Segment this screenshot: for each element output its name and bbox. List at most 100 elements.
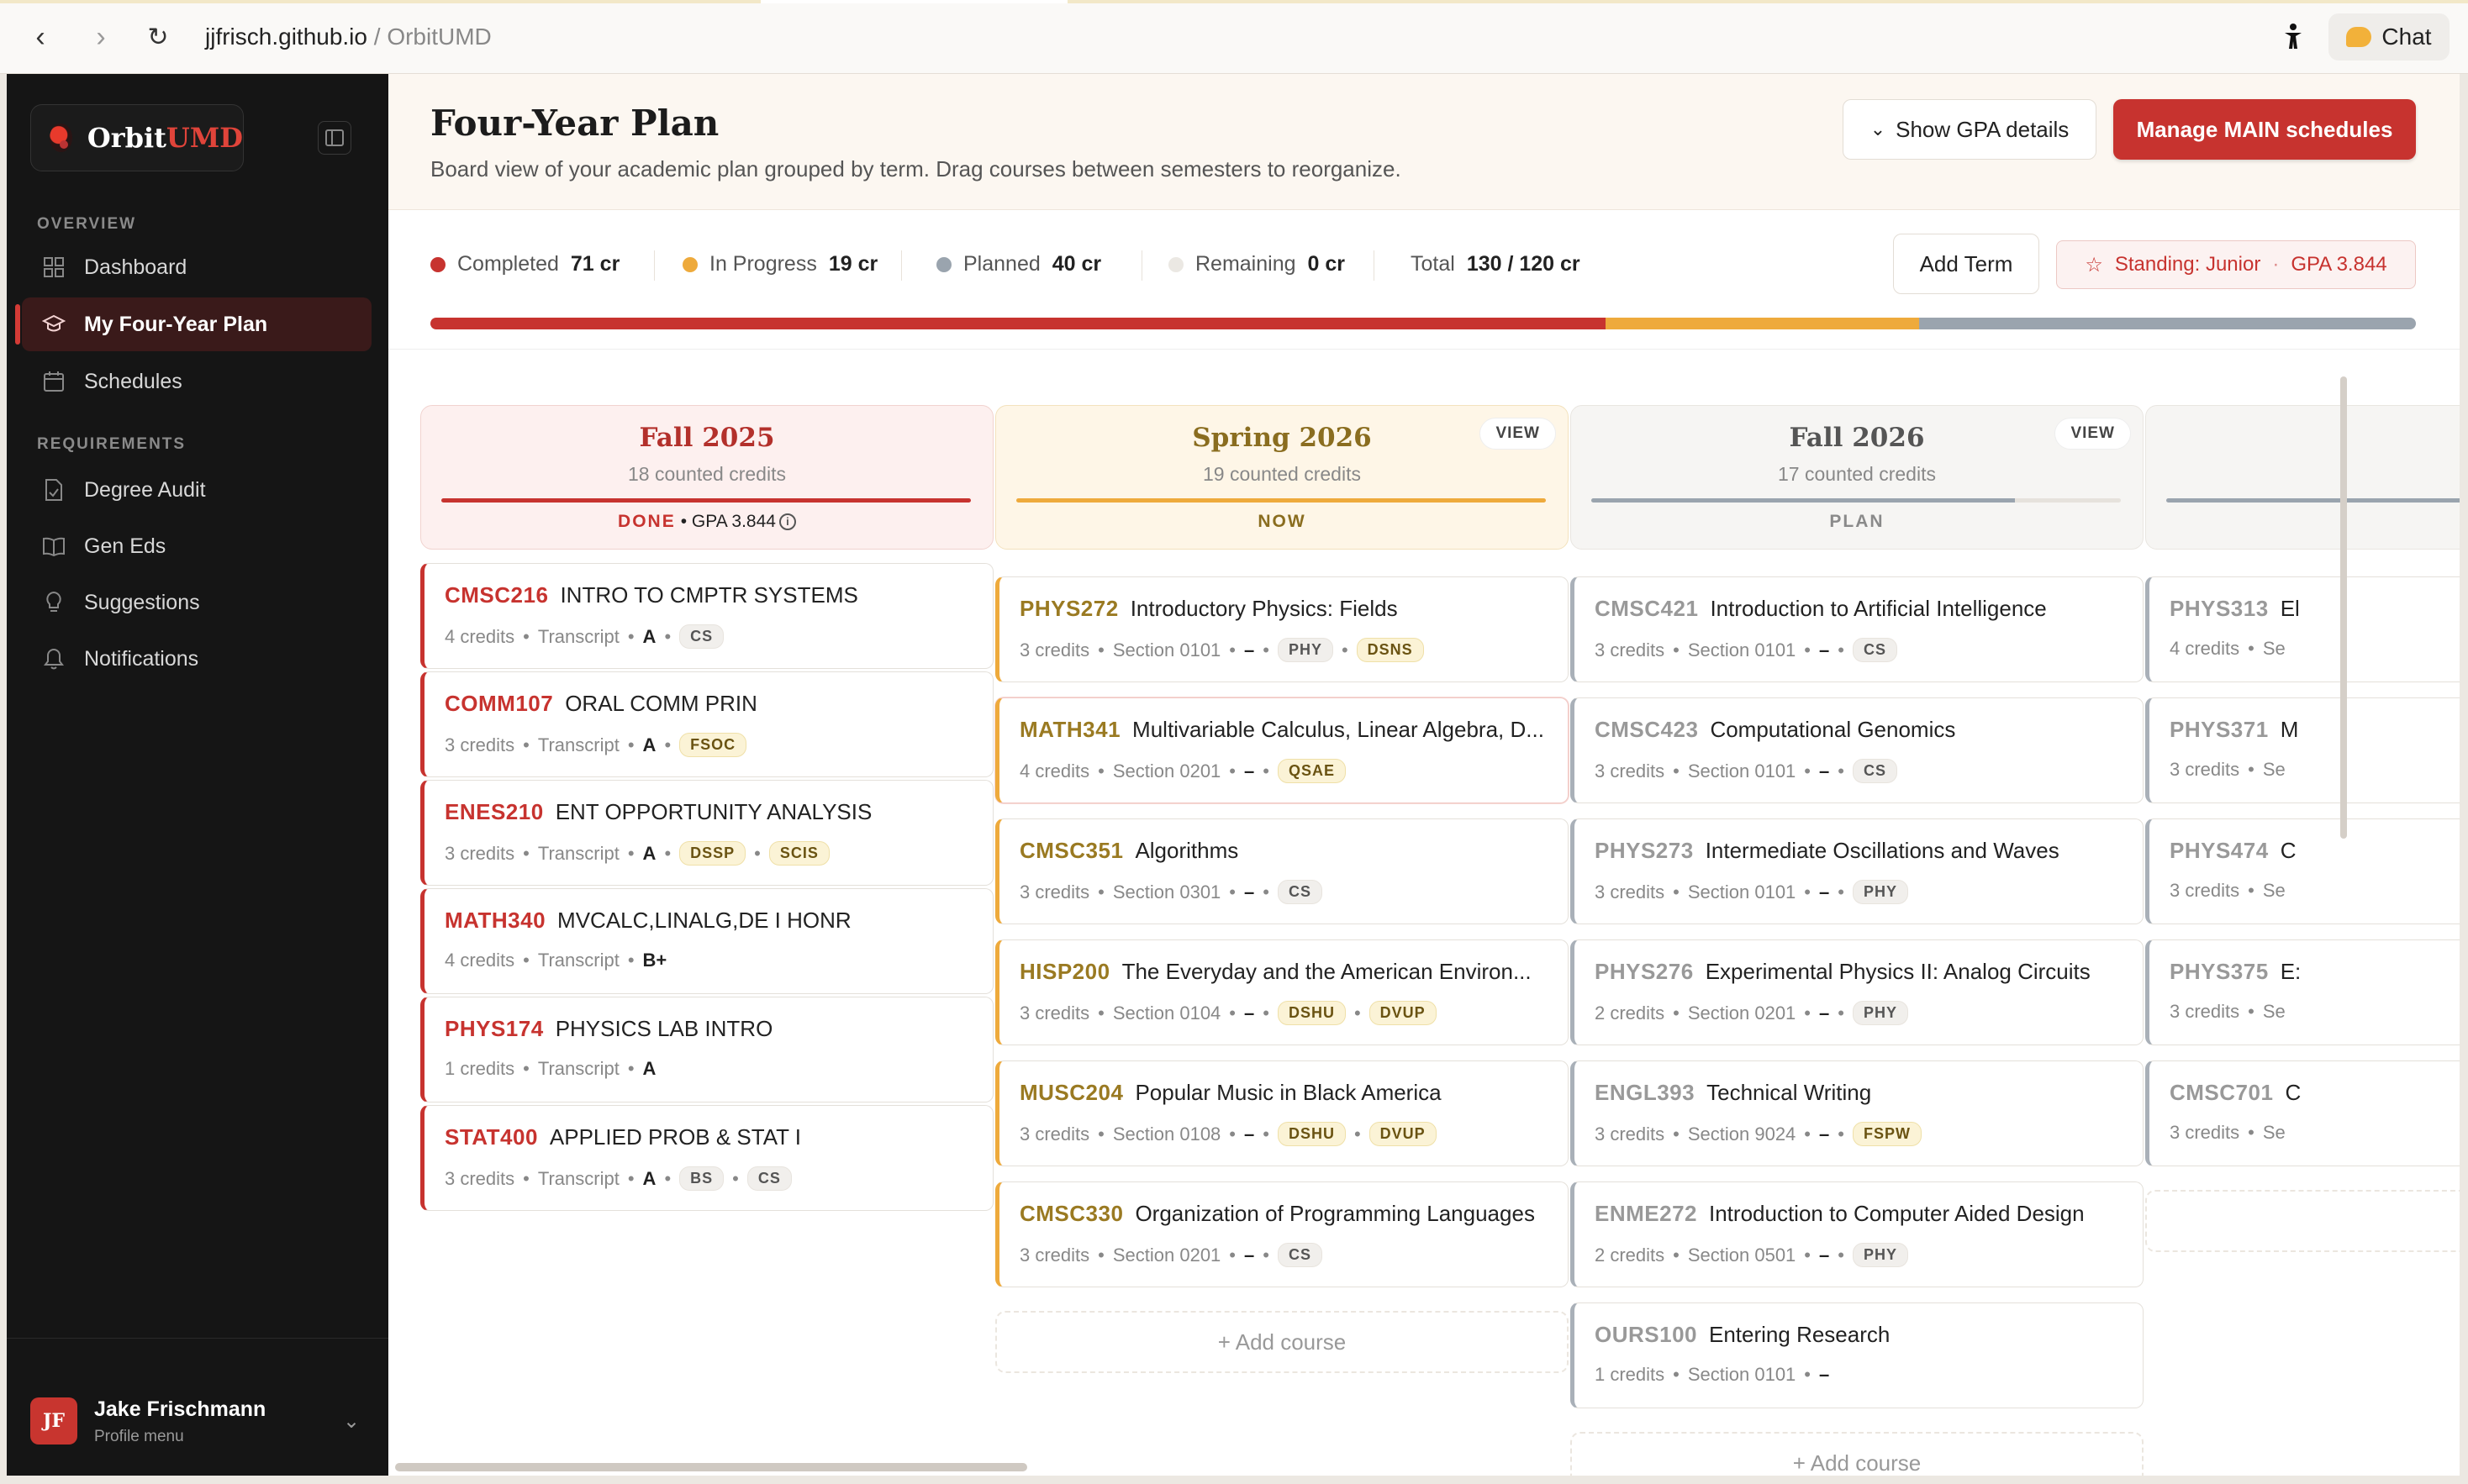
- course-card[interactable]: CMSC330 Organization of Programming Langu…: [995, 1181, 1569, 1287]
- course-source: Section 0101: [1687, 881, 1796, 903]
- course-title-line: MATH340 MVCALC,LINALG,DE I HONR: [445, 908, 983, 934]
- course-meta: 3 credits • Transcript • A • BS • CS: [445, 1166, 792, 1191]
- course-title: ENT OPPORTUNITY ANALYSIS: [555, 799, 873, 824]
- graduation-cap-icon: [42, 313, 66, 336]
- course-code: ENES210: [445, 799, 544, 824]
- course-credits: 4 credits: [2170, 638, 2240, 659]
- sidebar-collapse-button[interactable]: [318, 121, 351, 155]
- gen-ed-tag: PHY: [1852, 1001, 1908, 1025]
- chevron-down-icon[interactable]: ⌄: [343, 1410, 361, 1433]
- gen-ed-tag: PHY: [1277, 638, 1333, 662]
- course-title: Organization of Programming Languages: [1135, 1201, 1535, 1226]
- section-label-overview: OVERVIEW: [37, 215, 137, 233]
- course-source: Section 0108: [1112, 1123, 1221, 1145]
- course-title: PHYSICS LAB INTRO: [555, 1016, 773, 1041]
- course-card[interactable]: CMSC421 Introduction to Artificial Intell…: [1570, 576, 2144, 682]
- course-credits: 1 credits: [1595, 1364, 1665, 1385]
- course-card[interactable]: MATH341 Multivariable Calculus, Linear Al…: [995, 697, 1569, 803]
- course-card[interactable]: PHYS371 M 3 credits • Se: [2145, 697, 2460, 803]
- course-meta: 3 credits • Se: [2170, 1001, 2286, 1022]
- sidebar-item-notifications[interactable]: Notifications: [22, 632, 372, 686]
- course-meta: 3 credits • Section 9024 • – • FSPW: [1595, 1122, 1922, 1146]
- section-label-requirements: REQUIREMENTS: [37, 435, 187, 453]
- course-card[interactable]: PHYS273 Intermediate Oscillations and Wav…: [1570, 818, 2144, 924]
- course-card[interactable]: CMSC423 Computational Genomics 3 credits • S…: [1570, 697, 2144, 803]
- sidebar-item-gen-eds[interactable]: Gen Eds: [22, 519, 372, 573]
- course-card[interactable]: PHYS174 PHYSICS LAB INTRO 1 credits • Transc…: [420, 997, 994, 1102]
- course-card[interactable]: PHYS313 El 4 credits • Se: [2145, 576, 2460, 682]
- term-header[interactable]: Spring 2026 19 counted credits NOW VIEW: [995, 405, 1569, 550]
- add-course-button[interactable]: + Add course: [995, 1311, 1569, 1373]
- horizontal-scrollbar[interactable]: [395, 1463, 1027, 1471]
- course-credits: 2 credits: [1595, 1244, 1665, 1266]
- course-card[interactable]: HISP200 The Everyday and the American Env…: [995, 939, 1569, 1045]
- vertical-scrollbar[interactable]: [2340, 376, 2347, 839]
- chat-button[interactable]: Chat: [2328, 13, 2450, 61]
- course-card[interactable]: CMSC701 C 3 credits • Se: [2145, 1060, 2460, 1166]
- course-credits: 3 credits: [1020, 1123, 1090, 1145]
- info-icon[interactable]: i: [778, 513, 796, 531]
- course-card[interactable]: PHYS474 C 3 credits • Se: [2145, 818, 2460, 924]
- course-grade: –: [1244, 639, 1255, 660]
- sidebar-item-degree-audit[interactable]: Degree Audit: [22, 463, 372, 517]
- sidebar-item-label: Notifications: [84, 646, 199, 671]
- course-card[interactable]: STAT400 APPLIED PROB & STAT I 3 credits • Tr…: [420, 1105, 994, 1211]
- sidebar-item-schedules[interactable]: Schedules: [22, 355, 372, 408]
- stat-in-progress: In Progress 19 cr: [683, 252, 878, 276]
- course-card[interactable]: ENGL393 Technical Writing 3 credits • Sectio…: [1570, 1060, 2144, 1166]
- manage-main-schedules-button[interactable]: Manage MAIN schedules: [2113, 99, 2416, 160]
- sidebar-item-dashboard[interactable]: Dashboard: [22, 240, 372, 294]
- course-card[interactable]: COMM107 ORAL COMM PRIN 3 credits • Transcrip…: [420, 671, 994, 777]
- course-title-line: CMSC330 Organization of Programming Langu…: [1020, 1201, 1558, 1227]
- course-card[interactable]: PHYS272 Introductory Physics: Fields 3 cre…: [995, 576, 1569, 682]
- gen-ed-tag: BS: [679, 1166, 725, 1191]
- course-credits: 3 credits: [1595, 639, 1665, 660]
- course-code: CMSC216: [445, 582, 549, 608]
- term-header[interactable]: Fall 2025 18 counted credits DONE • GPA 3.8…: [420, 405, 994, 550]
- back-icon[interactable]: ‹: [35, 20, 45, 53]
- show-gpa-details-button[interactable]: ⌄ Show GPA details: [1843, 99, 2096, 160]
- course-meta: 3 credits • Transcript • A • DSSP • SCIS: [445, 841, 830, 866]
- profile-menu[interactable]: JF Jake Frischmann Profile menu ⌄: [7, 1338, 388, 1476]
- course-title: INTRO TO CMPTR SYSTEMS: [560, 582, 858, 608]
- course-card[interactable]: OURS100 Entering Research 1 credits • Sectio…: [1570, 1302, 2144, 1408]
- view-term-button[interactable]: VIEW: [2054, 418, 2131, 450]
- divider: [654, 250, 655, 281]
- course-meta: 2 credits • Section 0501 • – • PHY: [1595, 1243, 1908, 1267]
- add-term-button[interactable]: Add Term: [1893, 234, 2039, 294]
- sidebar-item-suggestions[interactable]: Suggestions: [22, 576, 372, 629]
- sidebar-item-label: Schedules: [84, 369, 182, 393]
- course-card[interactable]: CMSC216 INTRO TO CMPTR SYSTEMS 4 credits • T…: [420, 563, 994, 669]
- sidebar-item-four-year-plan[interactable]: My Four-Year Plan: [15, 297, 372, 351]
- course-source: Section 0201: [1112, 1244, 1221, 1266]
- add-course-button[interactable]: + Add course: [1570, 1432, 2144, 1476]
- view-term-button[interactable]: VIEW: [1479, 418, 1556, 450]
- course-card[interactable]: ENES210 ENT OPPORTUNITY ANALYSIS 3 credits…: [420, 780, 994, 886]
- course-meta: 3 credits • Section 0201 • – • CS: [1020, 1243, 1322, 1267]
- term-header[interactable]: Fall 2026 17 counted credits PLAN VIEW: [1570, 405, 2144, 550]
- address-bar[interactable]: jjfrisch.github.io / OrbitUMD: [205, 22, 492, 52]
- course-title: Algorithms: [1135, 838, 1239, 863]
- course-code: MATH340: [445, 908, 546, 933]
- course-grade: A: [642, 1058, 657, 1079]
- planned-dot-icon: [936, 256, 952, 272]
- term-progress-bar: [2166, 498, 2460, 503]
- term-board: Fall 2025 18 counted credits DONE • GPA 3.8…: [388, 350, 2460, 1476]
- course-card[interactable]: PHYS375 E: 3 credits • Se: [2145, 939, 2460, 1045]
- course-card[interactable]: MUSC204 Popular Music in Black America 3 c…: [995, 1060, 1569, 1166]
- forward-icon[interactable]: ›: [96, 20, 106, 53]
- reload-icon[interactable]: ↻: [147, 23, 169, 51]
- course-card[interactable]: PHYS276 Experimental Physics II: Analog C…: [1570, 939, 2144, 1045]
- brand-logo-button[interactable]: OrbitUMD: [30, 104, 244, 171]
- accessibility-icon[interactable]: [2276, 20, 2310, 54]
- term-header[interactable]: [2145, 405, 2460, 550]
- course-card[interactable]: MATH340 MVCALC,LINALG,DE I HONR 4 credits •…: [420, 888, 994, 994]
- course-code: PHYS272: [1020, 596, 1119, 621]
- course-credits: 3 credits: [1020, 881, 1090, 903]
- add-course-button[interactable]: [2145, 1190, 2460, 1252]
- show-gpa-label: Show GPA details: [1896, 116, 2070, 142]
- star-icon: ☆: [2085, 253, 2103, 276]
- course-card[interactable]: ENME272 Introduction to Computer Aided De…: [1570, 1181, 2144, 1287]
- course-title: Introductory Physics: Fields: [1130, 596, 1398, 621]
- course-card[interactable]: CMSC351 Algorithms 3 credits • Section 0301 •…: [995, 818, 1569, 924]
